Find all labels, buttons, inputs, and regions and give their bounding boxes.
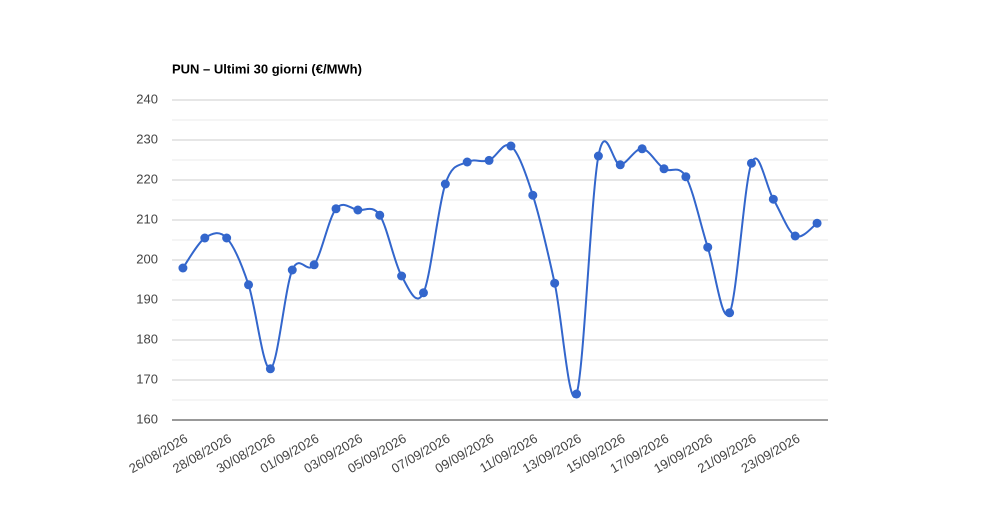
y-tick-label: 170 — [136, 371, 158, 386]
point — [615, 160, 625, 170]
point — [659, 164, 669, 174]
y-tick-label: 180 — [136, 331, 158, 346]
point — [593, 151, 603, 161]
y-tick-label: 200 — [136, 251, 158, 266]
point — [440, 179, 450, 189]
y-tick-label: 230 — [136, 131, 158, 146]
point — [681, 172, 691, 182]
point — [265, 364, 275, 374]
y-tick-label: 220 — [136, 171, 158, 186]
y-tick-label: 210 — [136, 211, 158, 226]
point — [222, 233, 232, 243]
point — [703, 242, 713, 252]
point — [462, 157, 472, 167]
point — [746, 158, 756, 168]
y-tick-label: 190 — [136, 291, 158, 306]
point — [790, 231, 800, 241]
chart-title: PUN – Ultimi 30 giorni (€/MWh) — [172, 61, 362, 76]
y-tick-label: 240 — [136, 91, 158, 106]
point — [397, 271, 407, 281]
point — [725, 308, 735, 318]
point — [353, 205, 363, 215]
point — [528, 190, 538, 200]
point — [418, 288, 428, 298]
point — [178, 263, 188, 273]
point — [484, 155, 494, 165]
point — [637, 144, 647, 154]
point — [200, 233, 210, 243]
point — [572, 389, 582, 399]
point — [309, 260, 319, 270]
point — [244, 280, 254, 290]
point — [812, 218, 822, 228]
y-tick-label: 160 — [136, 411, 158, 426]
point — [506, 141, 516, 151]
point — [550, 278, 560, 288]
point — [287, 265, 297, 275]
point — [331, 204, 341, 214]
point — [768, 194, 778, 204]
point — [375, 210, 385, 220]
